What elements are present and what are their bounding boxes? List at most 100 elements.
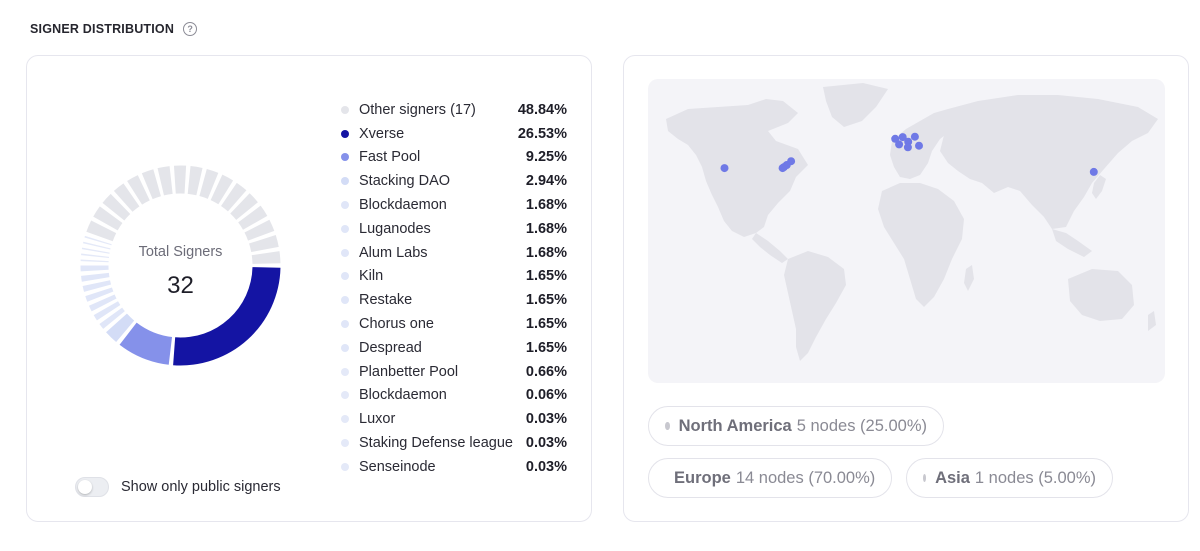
legend-value: 1.65% [525, 339, 567, 356]
legend-dot [341, 296, 349, 305]
legend-value: 1.68% [525, 220, 567, 237]
legend-value: 0.03% [525, 458, 567, 475]
legend-value: 1.68% [525, 197, 567, 214]
donut-segment-other-signers [157, 166, 173, 196]
legend-label: Despread [359, 339, 422, 356]
region-pill-north-america: North America 5 nodes (25.00%) [648, 406, 944, 446]
public-signers-toggle-row[interactable]: Show only public signers [75, 477, 281, 497]
legend-item-alum-labs: Alum Labs 1.68% [341, 241, 567, 265]
asia-landmass [940, 95, 1158, 229]
legend-label: Blockdaemon [359, 197, 447, 214]
donut-segment-luganodes [93, 301, 121, 321]
world-map-svg [666, 83, 1158, 361]
region-dot [665, 422, 670, 430]
donut-chart [80, 165, 281, 366]
node-map-card: North America 5 nodes (25.00%) Europe 14… [623, 55, 1189, 522]
donut-segment-chorus-one [81, 272, 110, 282]
donut-segment-planbetter-pool [80, 259, 109, 263]
legend-label: Fast Pool [359, 149, 421, 166]
greenland-landmass [823, 83, 888, 127]
legend-label: Luxor [359, 411, 396, 428]
legend-item-fast-pool: Fast Pool 9.25% [341, 146, 567, 170]
toggle-knob [78, 480, 92, 494]
legend-label: Planbetter Pool [359, 363, 459, 380]
node-marker-tokyo[interactable] [1089, 167, 1098, 176]
donut-center-label: Total Signers [138, 244, 223, 260]
region-name: Asia [935, 468, 970, 487]
legend-label: Senseinode [359, 458, 436, 475]
legend-item-despread: Despread 1.65% [341, 336, 567, 360]
donut-segment-other-signers [238, 205, 268, 230]
donut-segment-senseinode [84, 235, 112, 246]
legend-label: Xverse [359, 125, 405, 142]
south-america-landmass [784, 251, 846, 361]
donut-segment-restake [82, 280, 112, 292]
legend-dot [341, 272, 349, 281]
legend-value: 1.65% [525, 268, 567, 285]
legend-value: 1.65% [525, 292, 567, 309]
signer-distribution-card: Total Signers 32 Other signers (17) 48.84… [26, 55, 592, 522]
madagascar-landmass [964, 265, 974, 291]
legend-label: Chorus one [359, 316, 434, 333]
legend-item-luxor: Luxor 0.03% [341, 407, 567, 431]
legend-label: Staking Defense league [359, 435, 513, 452]
legend-label: Blockdaemon [359, 387, 447, 404]
legend-value: 0.66% [525, 363, 567, 380]
donut-segment-staking-defense-league [83, 241, 111, 250]
region-stat: 14 nodes (70.00%) [735, 468, 876, 487]
region-name: Europe [674, 468, 731, 487]
donut-segment-other-signers [102, 193, 131, 221]
donut-segment-other-signers [251, 251, 281, 264]
node-marker-us-west[interactable] [720, 164, 729, 173]
node-marker-london[interactable] [891, 134, 900, 143]
legend-item-stacking-dao: Stacking DAO 2.94% [341, 169, 567, 193]
node-marker-zurich[interactable] [903, 143, 912, 152]
legend-dot [341, 391, 349, 400]
donut-segment-fast-pool [119, 322, 173, 365]
donut-segment-kiln [85, 287, 114, 302]
australia-landmass [1068, 269, 1134, 321]
node-marker-vienna[interactable] [915, 141, 923, 150]
legend-value: 0.03% [525, 411, 567, 428]
legend-label: Other signers (17) [359, 101, 476, 118]
legend-dot [341, 343, 349, 352]
node-marker-berlin[interactable] [910, 132, 919, 141]
node-marker-us-east-2[interactable] [787, 157, 796, 166]
node-marker-paris[interactable] [895, 140, 904, 149]
section-title: SIGNER DISTRIBUTION [30, 22, 175, 36]
question-circle-icon[interactable]: ? [183, 22, 198, 36]
continents [666, 83, 1158, 361]
legend-dot [341, 248, 349, 257]
donut-segment-other-signers [221, 182, 247, 212]
legend-dot [341, 320, 349, 329]
legend-label: Stacking DAO [359, 173, 451, 190]
legend-value: 1.68% [525, 244, 567, 261]
donut-center-value: 32 [167, 272, 194, 299]
node-marker-amsterdam[interactable] [898, 133, 907, 142]
legend-dot [341, 105, 349, 114]
donut-segment-other-signers [199, 169, 219, 199]
donut-segment-stacking-dao [106, 313, 135, 343]
region-stat: 1 nodes (5.00%) [974, 468, 1096, 487]
southeast-asia-landmass [1052, 229, 1092, 257]
donut-segment-despread [80, 265, 109, 272]
donut-segment-other-signers [113, 183, 140, 212]
legend-label: Luganodes [359, 220, 431, 237]
donut-segment-other-signers [86, 220, 117, 242]
japan-landmass [1092, 175, 1106, 199]
public-signers-toggle[interactable] [75, 477, 109, 497]
central-america-landmass [752, 233, 788, 263]
donut-segment-other-signers [93, 206, 123, 231]
legend-value: 9.25% [525, 149, 567, 166]
legend-item-chorus-one: Chorus one 1.65% [341, 312, 567, 336]
africa-landmass [878, 183, 964, 307]
legend-item-luganodes: Luganodes 1.68% [341, 217, 567, 241]
legend-value: 26.53% [517, 125, 567, 142]
legend-dot [341, 415, 349, 424]
legend-value: 0.06% [525, 387, 567, 404]
legend-dot [341, 367, 349, 376]
europe-landmass [890, 109, 958, 179]
node-marker-us-east-4[interactable] [778, 164, 787, 173]
new-zealand-landmass [1148, 311, 1156, 331]
donut-segment-blockdaemon [99, 307, 125, 329]
